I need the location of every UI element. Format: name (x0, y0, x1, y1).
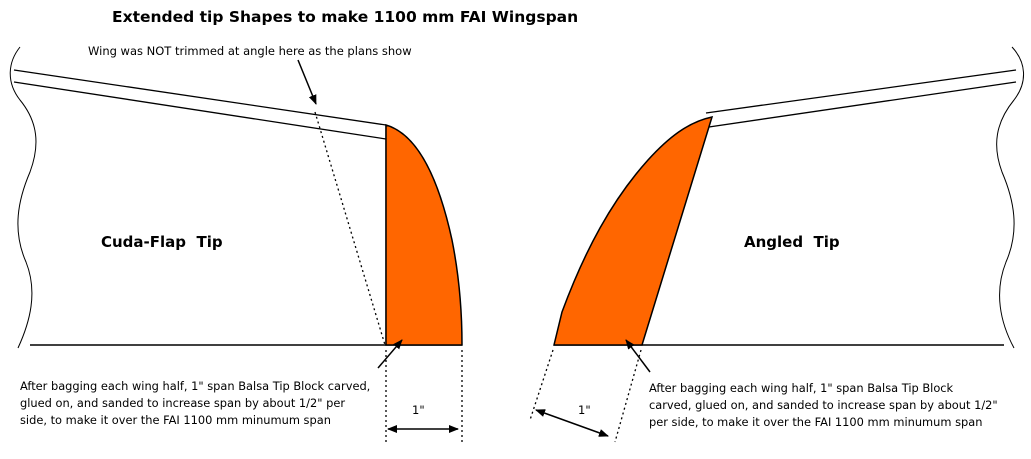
left-tip-block (385, 123, 463, 346)
right-wing-break-line (996, 46, 1024, 349)
right-dim-witness-left (529, 349, 554, 421)
left-spar-bottom-line (13, 81, 387, 140)
right-dim-witness-right (614, 349, 642, 443)
right-caption-line: per side, to make it over the FAI 1100 m… (649, 415, 983, 429)
right-caption-line: After bagging each wing half, 1" span Ba… (649, 381, 954, 395)
diagram-title: Extended tip Shapes to make 1100 mm FAI … (112, 8, 579, 26)
left-wing (9, 46, 463, 442)
right-tip-arrow (625, 339, 651, 373)
top-note: Wing was NOT trimmed at angle here as th… (88, 44, 412, 58)
left-caption-line: After bagging each wing half, 1" span Ba… (20, 379, 371, 393)
left-wing-break-line (9, 46, 37, 349)
right-dim-arrow (535, 409, 609, 437)
right-spar-top-line (705, 69, 1017, 114)
left-spar-top-line (13, 69, 387, 126)
left-tip-label: Cuda-Flap Tip (101, 233, 223, 251)
right-caption: After bagging each wing half, 1" span Ba… (649, 380, 1019, 431)
left-plans-trim-line (314, 111, 386, 346)
right-tip-block (553, 116, 714, 346)
note-top-arrow (297, 59, 317, 105)
left-caption-line: side, to make it over the FAI 1100 mm mi… (20, 413, 331, 427)
left-caption: After bagging each wing half, 1" span Ba… (20, 378, 390, 429)
right-wing (529, 46, 1024, 443)
right-caption-line: carved, glued on, and sanded to increase… (649, 398, 998, 412)
left-dimension-label: 1" (412, 403, 425, 417)
right-spar-bottom-line (701, 81, 1017, 129)
left-tip-arrow (377, 339, 403, 369)
left-caption-line: glued on, and sanded to increase span by… (20, 396, 346, 410)
right-tip-label: Angled Tip (744, 233, 840, 251)
right-dimension-label: 1" (578, 403, 591, 417)
